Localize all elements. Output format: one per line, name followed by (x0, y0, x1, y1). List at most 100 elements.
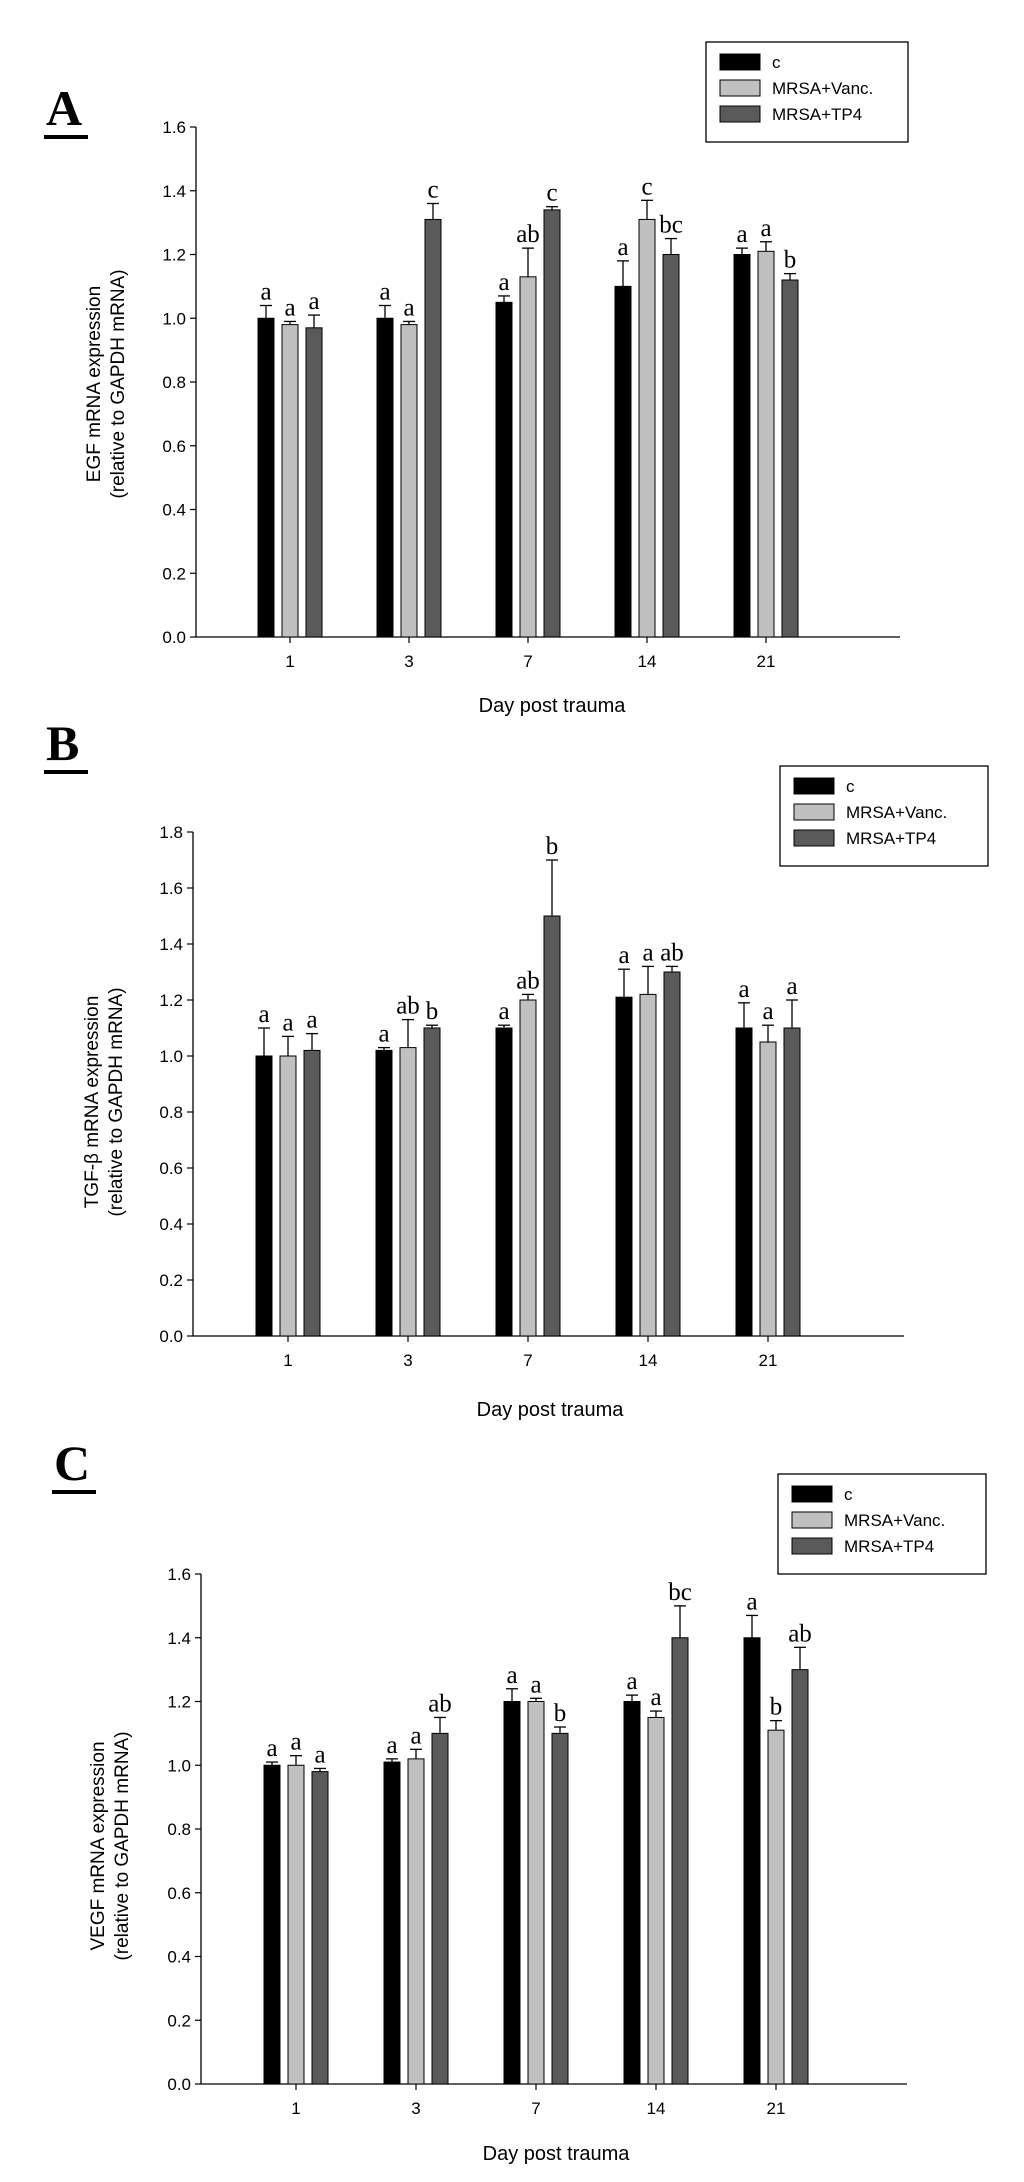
y-tick-label-a: 1.2 (162, 246, 186, 265)
legend-swatch-a-1 (719, 79, 761, 97)
bar-b-series0-day14 (615, 996, 633, 1337)
significance-letter-c: a (746, 1588, 757, 1615)
y-tick-label-c: 0.8 (167, 1820, 191, 1839)
bar-b-series2-day3 (423, 1027, 441, 1337)
legend-label-c-0: c (844, 1485, 853, 1504)
significance-letter-b: a (498, 998, 509, 1025)
bar-a-series1-day14 (638, 218, 656, 638)
bar-b-series1-day1 (279, 1055, 297, 1337)
chart-a-svg: A EGF mRNA expression (relative to GAPDH… (44, 41, 909, 717)
bar-c-series0-day14 (623, 1701, 641, 2085)
x-tick-label-c: 7 (531, 2099, 540, 2118)
y-tick-label-a: 0.0 (162, 628, 186, 647)
y-tick-label-b: 1.8 (159, 823, 183, 842)
bar-c-series1-day21 (767, 1729, 785, 2085)
legend-label-b-0: c (846, 777, 855, 796)
y-tick-label-a: 1.0 (162, 309, 186, 328)
x-tick-label-a: 21 (757, 652, 776, 671)
x-tick-label-c: 14 (647, 2099, 666, 2118)
significance-letter-b: ab (516, 967, 540, 994)
significance-letter-b: b (426, 998, 439, 1025)
x-tick-label-a: 1 (285, 652, 294, 671)
significance-letter-b: a (306, 1007, 317, 1034)
y-tick-label-b: 0.0 (159, 1327, 183, 1346)
legend-swatch-c-1 (791, 1511, 833, 1529)
legend-b: c MRSA+Vanc. MRSA+TP4 (779, 765, 989, 867)
x-tick-label-a: 7 (523, 652, 532, 671)
significance-letter-a: a (379, 279, 390, 306)
bar-c-series1-day14 (647, 1716, 665, 2085)
y-axis-label-a: EGF mRNA expression (relative to GAPDH m… (84, 269, 129, 498)
y-tick-label-b: 1.4 (159, 935, 183, 954)
chart-c-svg: C VEGF mRNA expression (relative to GAPD… (52, 1435, 987, 2165)
bar-b-series0-day7 (495, 1027, 513, 1337)
y-tick-label-b: 1.2 (159, 991, 183, 1010)
y-axis-label-c: VEGF mRNA expression (relative to GAPDH … (88, 1731, 133, 1960)
bar-a-series0-day7 (495, 301, 513, 638)
significance-letter-a: a (403, 294, 414, 321)
significance-letter-c: a (650, 1684, 661, 1711)
bar-b-series0-day3 (375, 1049, 393, 1337)
bar-b-series1-day7 (519, 999, 537, 1337)
y-tick-label-c: 1.6 (167, 1565, 191, 1584)
bar-a-series1-day7 (519, 276, 537, 638)
legend-label-a-2: MRSA+TP4 (772, 105, 862, 124)
y-tick-label-c: 0.4 (167, 1948, 191, 1967)
bar-b-series2-day21 (783, 1027, 801, 1337)
bar-b-series2-day7 (543, 915, 561, 1337)
bar-c-series2-day14 (671, 1637, 689, 2085)
legend-swatch-c-0 (791, 1485, 833, 1503)
significance-letter-b: ab (396, 993, 420, 1020)
significance-letter-a: a (736, 221, 747, 248)
legend-swatch-b-1 (793, 803, 835, 821)
significance-letter-b: a (762, 998, 773, 1025)
x-tick-label-a: 3 (404, 652, 413, 671)
significance-letter-b: b (546, 833, 559, 860)
y-axis-label-a-line1: EGF mRNA expression (84, 286, 105, 482)
bar-c-series1-day7 (527, 1701, 545, 2085)
y-tick-label-a: 0.8 (162, 373, 186, 392)
significance-letter-c: a (530, 1671, 541, 1698)
x-tick-label-b: 21 (759, 1351, 778, 1370)
bar-b-series0-day1 (255, 1055, 273, 1337)
bar-c-series0-day1 (263, 1764, 281, 2085)
significance-letter-c: a (410, 1722, 421, 1749)
bar-c-series0-day21 (743, 1637, 761, 2085)
y-axis-label-b-line2: (relative to GAPDH mRNA) (106, 987, 127, 1216)
bar-b-series2-day1 (303, 1049, 321, 1337)
y-axis-label-b-line1: TGF-β mRNA expression (82, 996, 103, 1209)
significance-letter-a: a (260, 279, 271, 306)
bar-c-series0-day7 (503, 1701, 521, 2085)
y-tick-label-c: 0.2 (167, 2011, 191, 2030)
bar-a-series2-day1 (305, 327, 323, 638)
bar-a-series0-day1 (257, 317, 275, 638)
legend-label-c-1: MRSA+Vanc. (844, 1511, 945, 1530)
significance-letter-c: b (770, 1694, 783, 1721)
y-tick-label-a: 1.6 (162, 118, 186, 137)
y-tick-label-b: 0.6 (159, 1159, 183, 1178)
panel-label-b: B (46, 715, 79, 771)
bar-a-series2-day21 (781, 279, 799, 638)
significance-letter-a: a (308, 288, 319, 315)
y-axis-label-c-line1: VEGF mRNA expression (88, 1741, 109, 1950)
y-tick-label-c: 0.6 (167, 1884, 191, 1903)
y-axis-label-b: TGF-β mRNA expression (relative to GAPDH… (82, 987, 127, 1216)
bar-b-series1-day21 (759, 1041, 777, 1337)
y-tick-label-c: 1.2 (167, 1693, 191, 1712)
x-axis-label-b: Day post trauma (477, 1399, 625, 1420)
significance-letter-c: a (626, 1668, 637, 1695)
legend-swatch-b-0 (793, 777, 835, 795)
legend-label-b-2: MRSA+TP4 (846, 829, 936, 848)
y-tick-label-c: 1.4 (167, 1629, 191, 1648)
legend-label-c-2: MRSA+TP4 (844, 1537, 934, 1556)
bar-a-series1-day3 (400, 324, 418, 638)
bar-b-series0-day21 (735, 1027, 753, 1337)
x-tick-label-b: 1 (283, 1351, 292, 1370)
y-axis-label-c-line2: (relative to GAPDH mRNA) (112, 1731, 133, 1960)
plot-area-a: 0.00.20.40.60.81.01.21.41.61 3 7 14 21a a aa aa… (162, 118, 900, 671)
x-tick-label-a: 14 (638, 652, 657, 671)
panel-c: C VEGF mRNA expression (relative to GAPD… (0, 1420, 1024, 2182)
significance-letter-c: bc (668, 1579, 692, 1606)
bar-b-series1-day3 (399, 1047, 417, 1337)
significance-letter-c: a (314, 1741, 325, 1768)
